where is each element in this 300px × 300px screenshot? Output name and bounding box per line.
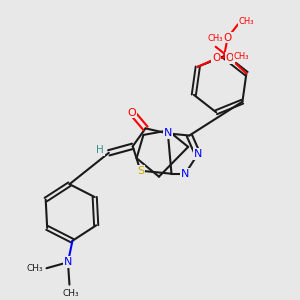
Text: S: S (137, 166, 144, 176)
Text: O: O (212, 53, 220, 63)
Text: N: N (181, 169, 189, 179)
Text: CH₃: CH₃ (27, 264, 44, 273)
Text: CH₃: CH₃ (208, 34, 224, 43)
Text: N: N (164, 128, 172, 138)
Text: CH₃: CH₃ (63, 289, 79, 298)
Text: N: N (64, 257, 72, 267)
Text: O: O (128, 108, 136, 118)
Text: O: O (226, 53, 234, 63)
Text: H: H (96, 145, 104, 155)
Text: O: O (224, 33, 232, 43)
Text: CH₃: CH₃ (234, 52, 249, 62)
Text: N: N (194, 149, 202, 159)
Text: CH₃: CH₃ (239, 17, 254, 26)
